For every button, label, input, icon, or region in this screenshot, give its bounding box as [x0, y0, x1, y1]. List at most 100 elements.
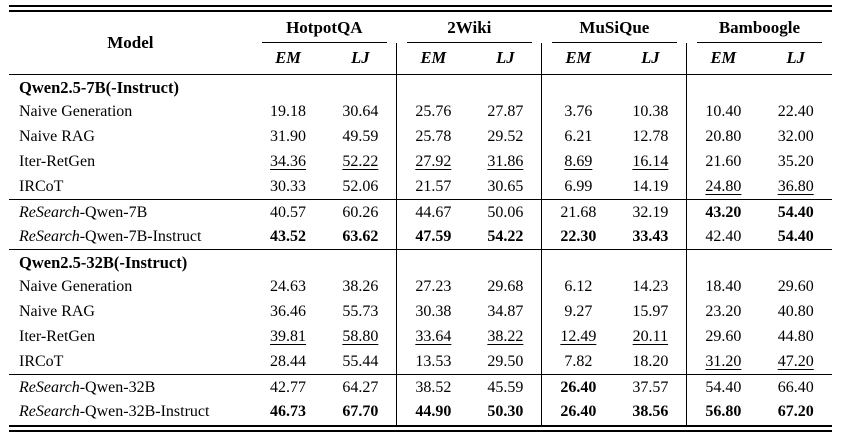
metric-value: 16.14	[632, 153, 669, 170]
model-name: Iter-RetGen	[19, 328, 96, 345]
metric-header-em: EM	[541, 43, 615, 75]
table-row-research: ReSearch-Qwen-32B 42.77 64.27 38.52 45.5…	[9, 374, 832, 400]
metric-value: 58.80	[342, 328, 379, 345]
empty-cell	[686, 74, 760, 100]
metric-value: 21.60	[686, 149, 760, 175]
metric-value: 29.60	[777, 278, 814, 295]
metric-value: 63.62	[342, 227, 379, 245]
metric-value: 26.40	[541, 374, 615, 400]
metric-value: 40.80	[777, 303, 814, 320]
metric-value: 22.40	[777, 103, 814, 120]
table-row: Naive RAG 31.90 49.59 25.78 29.52 6.21 1…	[9, 124, 832, 150]
metric-value: 64.27	[324, 374, 397, 400]
metric-value: 24.80	[686, 174, 760, 200]
metric-value: 30.65	[487, 177, 524, 195]
metric-value: 39.81	[270, 328, 307, 345]
table-row: Naive RAG 36.46 55.73 30.38 34.87 9.27 1…	[9, 299, 832, 325]
empty-cell	[469, 75, 542, 100]
model-suffix: -Qwen-32B-Instruct	[79, 403, 210, 420]
metric-value: 10.40	[686, 99, 760, 125]
metric-value: 40.57	[251, 199, 325, 225]
table-row: Iter-RetGen 39.81 58.80 33.64 38.22 12.4…	[9, 324, 832, 350]
metric-value: 10.38	[632, 103, 669, 120]
metric-value: 33.64	[396, 324, 470, 350]
model-name: IRCoT	[19, 352, 64, 370]
metric-value: 37.57	[614, 374, 687, 400]
metric-value: 49.59	[342, 128, 379, 145]
table-header: Model HotpotQA 2Wiki MuSiQue Bamboogle E…	[9, 12, 832, 75]
section-title: Qwen2.5-32B(-Instruct)	[9, 249, 252, 275]
metric-value: 54.40	[686, 374, 760, 400]
metric-value: 12.78	[632, 128, 669, 145]
metric-value: 20.11	[632, 328, 669, 345]
empty-cell	[759, 249, 832, 275]
metric-value: 44.90	[396, 399, 470, 425]
metric-value: 21.57	[396, 174, 470, 200]
metric-value: 20.80	[686, 124, 760, 150]
metric-value: 50.30	[487, 403, 524, 420]
section-header-row: Qwen2.5-7B(-Instruct)	[9, 74, 832, 100]
table-row-research: ReSearch-Qwen-32B-Instruct 46.73 67.70 4…	[9, 399, 832, 425]
metric-header-lj: LJ	[614, 43, 687, 75]
metric-value: 42.40	[686, 224, 760, 250]
metric-value: 24.63	[270, 278, 307, 295]
empty-cell	[614, 75, 687, 100]
metric-value: 13.53	[396, 349, 470, 375]
metric-value: 33.43	[632, 227, 669, 245]
metric-value: 32.19	[614, 199, 687, 225]
metric-value: 3.76	[541, 99, 615, 125]
metric-value: 66.40	[759, 374, 832, 400]
metric-value: 21.68	[541, 199, 615, 225]
group-label: 2Wiki	[406, 16, 532, 43]
table-row: IRCoT 28.44 55.44 13.53 29.50 7.82 18.20…	[9, 349, 832, 375]
group-header-2wiki: 2Wiki	[397, 12, 542, 43]
metric-value: 34.87	[487, 303, 524, 320]
metric-value: 18.40	[686, 274, 760, 300]
metric-value: 60.26	[324, 199, 397, 225]
model-name: Naive RAG	[19, 128, 95, 145]
metric-value: 30.38	[396, 299, 470, 325]
metric-value: 67.70	[342, 403, 379, 420]
metric-value: 25.78	[396, 124, 470, 150]
metric-value: 55.44	[342, 352, 379, 370]
metric-value: 38.22	[487, 328, 524, 345]
metric-value: 23.20	[686, 299, 760, 325]
metric-value: 31.20	[686, 349, 760, 375]
metric-value: 19.18	[270, 103, 307, 120]
model-column-header: Model	[9, 12, 252, 75]
metric-header-lj: LJ	[759, 43, 832, 75]
metric-value: 29.68	[487, 278, 524, 295]
empty-cell	[324, 75, 397, 100]
metric-value: 35.20	[777, 153, 814, 170]
metric-value: 14.19	[632, 177, 669, 195]
model-name: ReSearch-Qwen-32B-Instruct	[9, 400, 252, 425]
metric-value: 32.00	[777, 128, 814, 145]
metric-value: 8.69	[541, 149, 615, 175]
metric-value: 31.86	[487, 153, 524, 170]
research-wordmark: ReSearch	[19, 379, 80, 397]
model-name: ReSearch-Qwen-7B	[9, 199, 252, 225]
metric-value: 28.44	[270, 352, 307, 370]
model-name: IRCoT	[19, 177, 64, 195]
group-label: Bamboogle	[696, 16, 822, 43]
empty-cell	[759, 75, 832, 100]
research-wordmark: ReSearch	[19, 204, 80, 222]
section-header-row: Qwen2.5-32B(-Instruct)	[9, 249, 832, 275]
metric-value: 12.49	[541, 324, 615, 350]
metric-header-em: EM	[396, 43, 470, 75]
section-title: Qwen2.5-7B(-Instruct)	[19, 78, 179, 98]
research-wordmark: ReSearch	[19, 403, 80, 420]
metric-value: 34.36	[270, 153, 307, 170]
empty-cell	[396, 74, 470, 100]
metric-header-em: EM	[686, 43, 760, 75]
metric-value: 15.97	[632, 303, 669, 320]
metric-value: 18.20	[632, 352, 669, 370]
metric-value: 56.80	[686, 399, 760, 425]
metric-value: 27.87	[487, 103, 524, 120]
header-metric-row: EM LJ EM LJ EM LJ EM LJ	[9, 43, 832, 75]
group-label: MuSiQue	[551, 16, 677, 43]
empty-cell	[324, 249, 397, 275]
model-suffix: -Qwen-7B	[79, 204, 148, 222]
metric-value: 47.59	[396, 224, 470, 250]
metric-value: 38.26	[342, 278, 379, 295]
